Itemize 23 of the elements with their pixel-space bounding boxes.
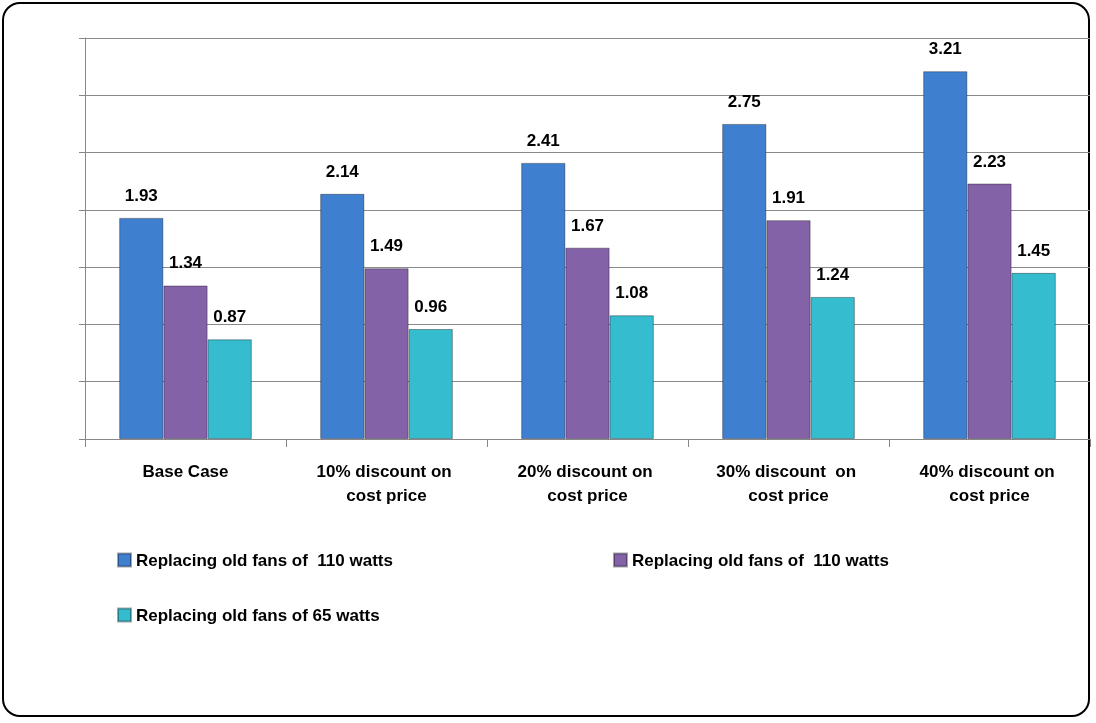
data-label: 1.45 [1017,240,1051,260]
data-label: 1.91 [771,188,806,208]
data-label: 2.41 [526,130,560,150]
legend-label: Replacing old fans of 110 watts [136,550,393,570]
legend-label: Replacing old fans of 65 watts [136,605,380,625]
x-tick-label: 40% discount on cost price [919,461,1060,505]
legend-label: Replacing old fans of 110 watts [631,550,889,570]
x-tick-label: 10% discount on cost price [316,461,457,505]
x-tick-label: 30% discount on cost price [716,461,861,505]
x-tick-label: 20% discount on cost price [517,461,658,505]
data-label: 1.24 [816,264,850,284]
data-label: 0.96 [414,297,448,317]
x-tick-label: Base Case [142,461,229,481]
data-label: 1.49 [369,236,404,256]
data-label: 1.08 [615,283,649,303]
data-label: 2.14 [325,161,360,181]
data-label: 2.23 [972,151,1007,171]
data-label: 0.87 [213,307,247,327]
data-label: 2.75 [727,91,761,111]
data-label: 3.21 [928,39,962,59]
data-label: 1.34 [168,253,203,273]
data-label: 1.67 [570,215,605,235]
data-label: 1.93 [124,185,158,205]
